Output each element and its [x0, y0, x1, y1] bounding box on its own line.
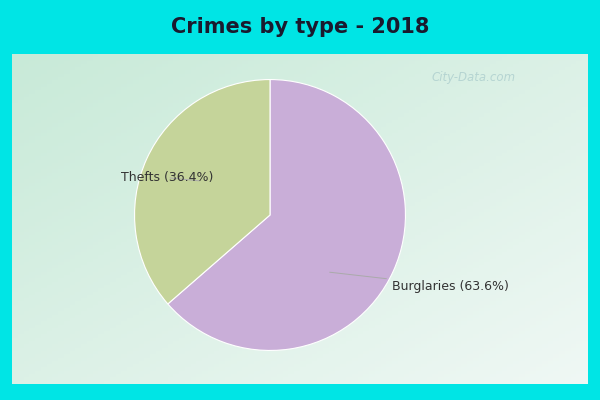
Text: Burglaries (63.6%): Burglaries (63.6%)	[329, 272, 509, 292]
Text: Crimes by type - 2018: Crimes by type - 2018	[171, 17, 429, 37]
Text: City-Data.com: City-Data.com	[432, 72, 516, 84]
Wedge shape	[168, 80, 406, 350]
Wedge shape	[134, 80, 270, 304]
Text: Thefts (36.4%): Thefts (36.4%)	[121, 171, 214, 184]
